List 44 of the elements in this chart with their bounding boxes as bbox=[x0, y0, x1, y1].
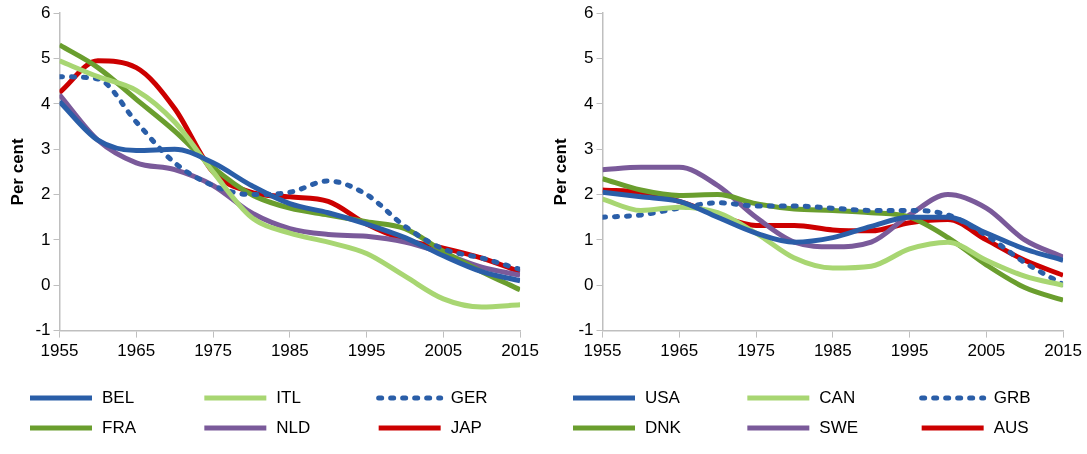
legend-label: JAP bbox=[450, 417, 482, 437]
y-tick-label: 0 bbox=[584, 274, 594, 294]
x-tick-label: 1985 bbox=[813, 341, 852, 361]
legend-label: GRB bbox=[993, 387, 1031, 407]
y-tick-label: 6 bbox=[41, 2, 51, 22]
legend-label: BEL bbox=[102, 387, 135, 407]
x-tick-label: 1985 bbox=[270, 341, 309, 361]
x-tick-label: 2005 bbox=[967, 341, 1006, 361]
x-tick-label: 1955 bbox=[40, 341, 79, 361]
legend-label: DNK bbox=[645, 417, 682, 437]
legend-label: GER bbox=[450, 387, 488, 407]
y-tick-label: 0 bbox=[41, 274, 51, 294]
legend-label: NLD bbox=[276, 417, 311, 437]
x-tick-label: 1995 bbox=[347, 341, 386, 361]
y-tick-label: 6 bbox=[584, 2, 594, 22]
y-tick-label: 5 bbox=[41, 48, 51, 68]
legend-label: AUS bbox=[993, 417, 1029, 437]
legend-label: USA bbox=[645, 387, 681, 407]
x-tick-label: 1975 bbox=[194, 341, 232, 361]
y-tick-label: 4 bbox=[41, 93, 51, 113]
x-tick-label: 1995 bbox=[890, 341, 929, 361]
x-tick-label: 1975 bbox=[737, 341, 775, 361]
y-tick-label: 2 bbox=[584, 184, 594, 204]
x-tick-label: 1965 bbox=[117, 341, 156, 361]
x-tick-label: 2015 bbox=[1044, 341, 1082, 361]
x-tick-label: 1955 bbox=[583, 341, 622, 361]
y-axis-title: Per cent bbox=[7, 138, 27, 206]
legend-label: FRA bbox=[102, 417, 137, 437]
y-tick-label: 1 bbox=[41, 229, 51, 249]
legend-label: CAN bbox=[819, 387, 856, 407]
y-tick-label: -1 bbox=[35, 320, 51, 340]
x-tick-label: 2005 bbox=[424, 341, 463, 361]
y-tick-label: 3 bbox=[41, 138, 51, 158]
y-tick-label: -1 bbox=[578, 320, 594, 340]
legend-label: SWE bbox=[819, 417, 859, 437]
y-tick-label: 1 bbox=[584, 229, 594, 249]
y-tick-label: 2 bbox=[41, 184, 51, 204]
x-tick-label: 2015 bbox=[501, 341, 539, 361]
legend-label: ITL bbox=[276, 387, 301, 407]
y-axis-title: Per cent bbox=[550, 138, 570, 206]
y-tick-label: 4 bbox=[584, 93, 594, 113]
y-tick-label: 3 bbox=[584, 138, 594, 158]
x-tick-label: 1965 bbox=[660, 341, 699, 361]
y-tick-label: 5 bbox=[584, 48, 594, 68]
